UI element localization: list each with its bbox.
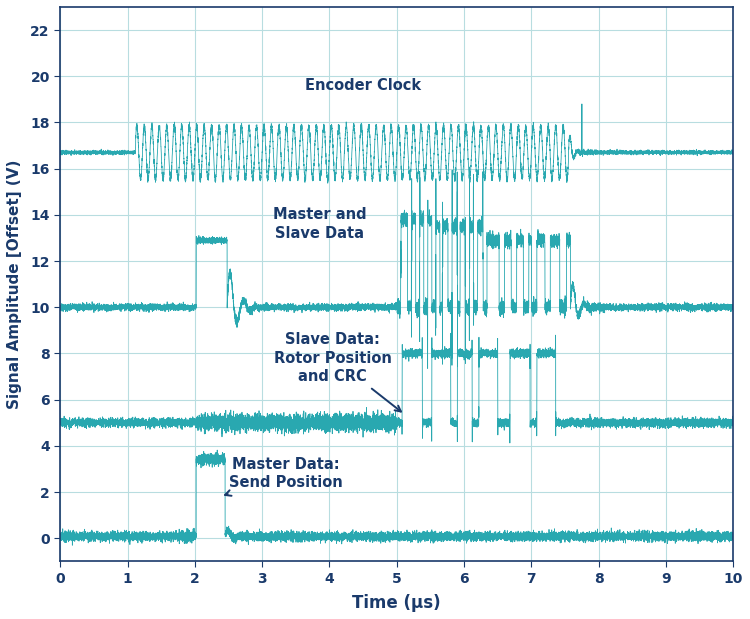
X-axis label: Time (μs): Time (μs) [352,594,441,612]
Y-axis label: Signal Amplitude [Offset] (V): Signal Amplitude [Offset] (V) [7,160,22,409]
Text: Encoder Clock: Encoder Clock [305,78,422,93]
Text: Master and
Slave Data: Master and Slave Data [272,207,366,241]
Text: Slave Data:
Rotor Position
and CRC: Slave Data: Rotor Position and CRC [274,332,401,412]
Text: Master Data:
Send Position: Master Data: Send Position [225,457,343,496]
